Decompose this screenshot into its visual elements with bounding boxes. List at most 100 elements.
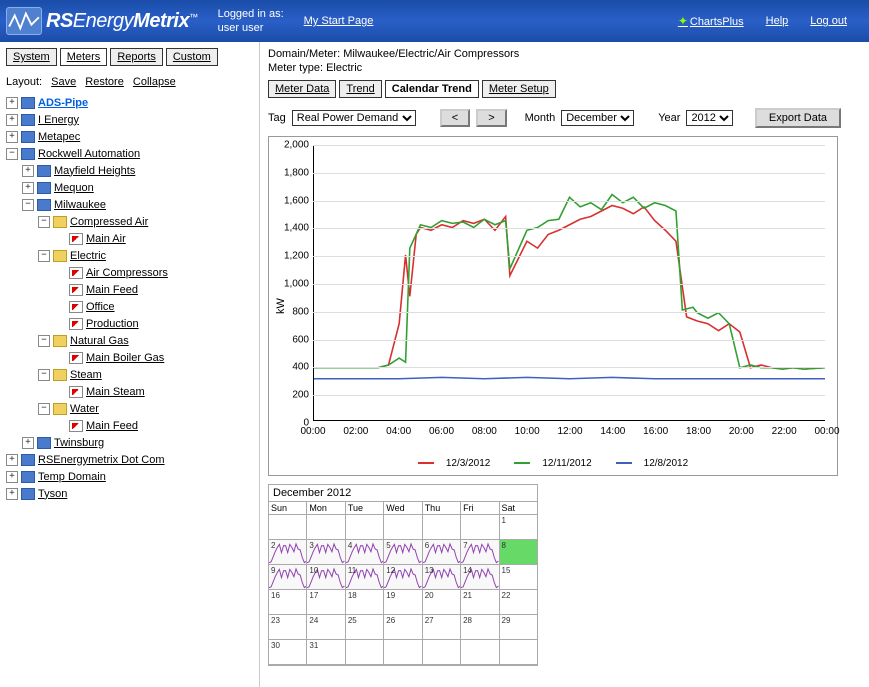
calendar-cell — [423, 515, 461, 540]
tab-trend[interactable]: Trend — [339, 80, 381, 98]
calendar-cell[interactable]: 18 — [346, 590, 384, 615]
calendar-cell — [346, 515, 384, 540]
calendar-cell[interactable]: 13 — [423, 565, 461, 590]
calendar-cell[interactable]: 24 — [307, 615, 345, 640]
calendar-daynum: 12 — [386, 566, 395, 575]
expand-icon[interactable]: + — [22, 165, 34, 177]
calendar-cell[interactable]: 22 — [500, 590, 537, 615]
collapse-icon[interactable]: − — [6, 148, 18, 160]
tree-node-ads-pipe[interactable]: ADS-Pipe — [38, 95, 88, 111]
tree-node-milwaukee[interactable]: Milwaukee — [54, 197, 106, 213]
calendar-cell[interactable]: 8 — [500, 540, 537, 565]
calendar-cell[interactable]: 30 — [269, 640, 307, 665]
tree-node-main-boiler-gas[interactable]: Main Boiler Gas — [86, 350, 164, 366]
year-select[interactable]: 2012 — [686, 110, 733, 126]
tree-node-mayfield[interactable]: Mayfield Heights — [54, 163, 135, 179]
tree-node-metapec[interactable]: Metapec — [38, 129, 80, 145]
calendar-cell[interactable]: 28 — [461, 615, 499, 640]
calendar-cell[interactable]: 6 — [423, 540, 461, 565]
calendar-cell[interactable]: 3 — [307, 540, 345, 565]
layout-save[interactable]: Save — [51, 76, 76, 88]
prev-button[interactable]: < — [440, 109, 470, 127]
expand-icon[interactable]: + — [6, 471, 18, 483]
calendar-cell[interactable]: 9 — [269, 565, 307, 590]
tree-node-twinsburg[interactable]: Twinsburg — [54, 435, 104, 451]
calendar-cell[interactable]: 12 — [384, 565, 422, 590]
layout-restore[interactable]: Restore — [85, 76, 124, 88]
tree-node-steam[interactable]: Steam — [70, 367, 102, 383]
tree-node-rockwell[interactable]: Rockwell Automation — [38, 146, 140, 162]
tree-node-rsenergy-dotcom[interactable]: RSEnergymetrix Dot Com — [38, 452, 165, 468]
tab-meter-setup[interactable]: Meter Setup — [482, 80, 556, 98]
calendar-cell[interactable]: 20 — [423, 590, 461, 615]
expand-icon[interactable]: + — [22, 182, 34, 194]
calendar-cell[interactable]: 17 — [307, 590, 345, 615]
calendar-cell[interactable]: 5 — [384, 540, 422, 565]
tree-node-ienergy[interactable]: I Energy — [38, 112, 79, 128]
expand-icon[interactable]: + — [22, 437, 34, 449]
calendar-cell[interactable]: 29 — [500, 615, 537, 640]
chartsplus-link[interactable]: ✦ChartsPlus — [678, 14, 744, 28]
calendar-cell[interactable]: 11 — [346, 565, 384, 590]
tree-node-air-compressors[interactable]: Air Compressors — [86, 265, 168, 281]
collapse-icon[interactable]: − — [22, 199, 34, 211]
expand-icon[interactable]: + — [6, 97, 18, 109]
month-select[interactable]: December — [561, 110, 634, 126]
tree-node-tyson[interactable]: Tyson — [38, 486, 67, 502]
calendar-cell[interactable]: 25 — [346, 615, 384, 640]
collapse-icon[interactable]: − — [38, 403, 50, 415]
tree-node-mequon[interactable]: Mequon — [54, 180, 94, 196]
collapse-icon[interactable]: − — [38, 335, 50, 347]
calendar-day-header: Mon — [307, 502, 345, 515]
calendar-cell[interactable]: 31 — [307, 640, 345, 665]
calendar-cell[interactable]: 16 — [269, 590, 307, 615]
calendar-cell[interactable]: 4 — [346, 540, 384, 565]
expand-icon[interactable]: + — [6, 131, 18, 143]
sidebar: System Meters Reports Custom Layout: Sav… — [0, 42, 260, 687]
help-link[interactable]: Help — [766, 15, 789, 27]
tab-meter-data[interactable]: Meter Data — [268, 80, 336, 98]
logout-link[interactable]: Log out — [810, 15, 847, 27]
calendar-cell[interactable]: 26 — [384, 615, 422, 640]
calendar-cell[interactable]: 23 — [269, 615, 307, 640]
tab-custom[interactable]: Custom — [166, 48, 218, 66]
header-links: ✦ChartsPlus Help Log out — [678, 14, 869, 28]
calendar-cell[interactable]: 10 — [307, 565, 345, 590]
tree-node-compressed-air[interactable]: Compressed Air — [70, 214, 148, 230]
calendar-day-header: Sun — [269, 502, 307, 515]
tab-calendar-trend[interactable]: Calendar Trend — [385, 80, 479, 98]
tab-reports[interactable]: Reports — [110, 48, 163, 66]
calendar-cell[interactable]: 19 — [384, 590, 422, 615]
collapse-icon[interactable]: − — [38, 369, 50, 381]
tree-node-production[interactable]: Production — [86, 316, 139, 332]
layout-collapse[interactable]: Collapse — [133, 76, 176, 88]
tree-node-main-feed[interactable]: Main Feed — [86, 282, 138, 298]
my-start-page-link[interactable]: My Start Page — [304, 15, 374, 27]
tree-node-water[interactable]: Water — [70, 401, 99, 417]
calendar-cell[interactable]: 7 — [461, 540, 499, 565]
tree-node-electric[interactable]: Electric — [70, 248, 106, 264]
calendar-daynum: 25 — [348, 616, 357, 625]
tab-meters[interactable]: Meters — [60, 48, 108, 66]
tab-system[interactable]: System — [6, 48, 57, 66]
tree-node-office[interactable]: Office — [86, 299, 115, 315]
expand-icon[interactable]: + — [6, 114, 18, 126]
tree-node-main-steam[interactable]: Main Steam — [86, 384, 145, 400]
collapse-icon[interactable]: − — [38, 250, 50, 262]
export-data-button[interactable]: Export Data — [755, 108, 841, 128]
expand-icon[interactable]: + — [6, 488, 18, 500]
calendar-cell[interactable]: 21 — [461, 590, 499, 615]
tag-select[interactable]: Real Power Demand — [292, 110, 416, 126]
tree-node-temp-domain[interactable]: Temp Domain — [38, 469, 106, 485]
tree-node-natural-gas[interactable]: Natural Gas — [70, 333, 129, 349]
tree-node-main-feed-water[interactable]: Main Feed — [86, 418, 138, 434]
calendar-cell[interactable]: 27 — [423, 615, 461, 640]
tree-node-main-air[interactable]: Main Air — [86, 231, 126, 247]
calendar-cell[interactable]: 15 — [500, 565, 537, 590]
calendar-cell[interactable]: 2 — [269, 540, 307, 565]
next-button[interactable]: > — [476, 109, 506, 127]
collapse-icon[interactable]: − — [38, 216, 50, 228]
calendar-cell[interactable]: 14 — [461, 565, 499, 590]
expand-icon[interactable]: + — [6, 454, 18, 466]
calendar-cell[interactable]: 1 — [500, 515, 537, 540]
